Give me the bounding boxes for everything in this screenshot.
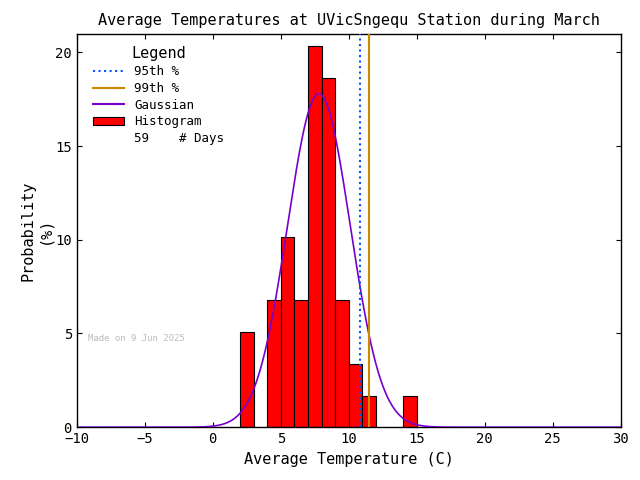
Legend: 95th %, 99th %, Gaussian, Histogram, 59    # Days: 95th %, 99th %, Gaussian, Histogram, 59 …: [88, 41, 229, 150]
Bar: [268, 300, 281, 427]
Bar: [335, 300, 349, 427]
Title: Average Temperatures at UVicSngequ Station during March: Average Temperatures at UVicSngequ Stati…: [98, 13, 600, 28]
Bar: [308, 46, 322, 427]
Bar: [240, 332, 253, 427]
Text: Made on 9 Jun 2025: Made on 9 Jun 2025: [88, 334, 184, 343]
Bar: [362, 396, 376, 427]
Bar: [294, 300, 308, 427]
Y-axis label: Probability
(%): Probability (%): [20, 180, 52, 281]
Bar: [322, 78, 335, 427]
X-axis label: Average Temperature (C): Average Temperature (C): [244, 452, 454, 467]
Bar: [403, 396, 417, 427]
Bar: [349, 364, 362, 427]
Bar: [281, 237, 294, 427]
